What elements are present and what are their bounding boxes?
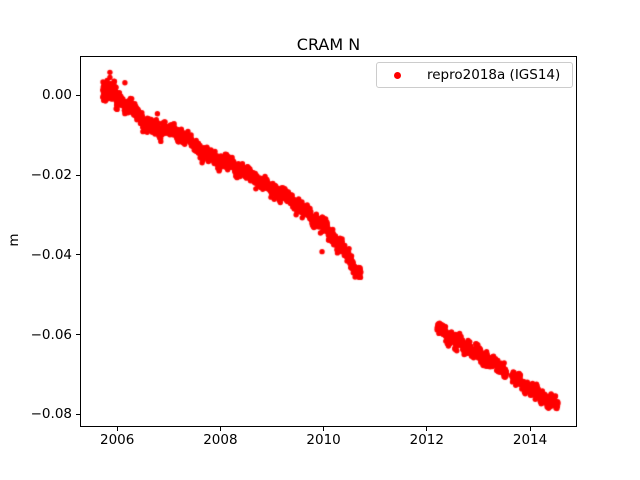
y-tick-mark — [76, 94, 80, 96]
legend: repro2018a (IGS14) — [376, 62, 574, 88]
chart-title: CRAM N — [296, 35, 361, 54]
x-tick-mark — [116, 427, 118, 431]
x-tick-label: 2012 — [409, 432, 444, 448]
legend-label: repro2018a (IGS14) — [427, 67, 561, 83]
x-tick-mark — [426, 427, 428, 431]
y-tick-mark — [76, 334, 80, 336]
x-tick-label: 2010 — [306, 432, 341, 448]
legend-marker-icon — [394, 71, 401, 79]
y-tick-label: −0.08 — [30, 406, 72, 423]
x-tick-label: 2014 — [512, 432, 548, 448]
x-tick-mark — [529, 427, 531, 431]
y-tick-mark — [76, 413, 80, 415]
y-axis-label: m — [6, 233, 22, 247]
y-tick-label: 0.00 — [41, 87, 72, 104]
y-tick-label: −0.02 — [30, 167, 72, 184]
x-tick-mark — [219, 427, 221, 431]
x-tick-label: 2006 — [99, 432, 135, 448]
x-tick-label: 2008 — [203, 432, 238, 448]
y-tick-mark — [76, 254, 80, 256]
y-tick-label: −0.04 — [30, 246, 72, 263]
x-tick-mark — [323, 427, 325, 431]
scatter-canvas — [80, 56, 577, 427]
y-tick-label: −0.06 — [30, 326, 72, 343]
y-tick-mark — [76, 174, 80, 176]
